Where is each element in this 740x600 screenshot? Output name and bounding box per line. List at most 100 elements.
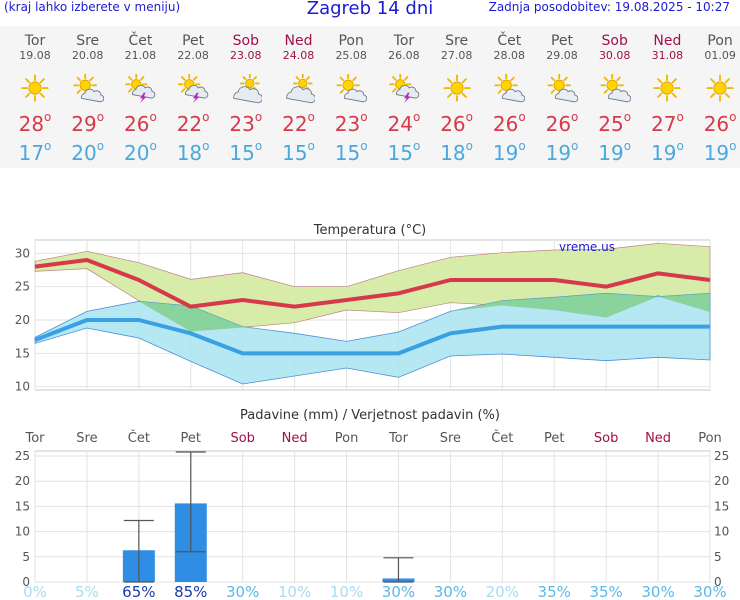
min-temp: 19o [545, 139, 579, 165]
day-date: 01.09 [704, 49, 736, 62]
precipitation-probability-label: 30% [641, 583, 674, 600]
day-date: 25.08 [335, 49, 367, 62]
day-name: Ned [284, 33, 313, 49]
day-date: 19.08 [19, 49, 51, 62]
day-date: 31.08 [651, 49, 684, 62]
max-temp: 22o [176, 110, 210, 136]
sun-icon [653, 74, 681, 102]
precipitation-probability-label: 30% [693, 583, 726, 600]
max-temp: 24o [387, 110, 421, 136]
precipitation-x-tick-label: Pet [181, 431, 201, 446]
day-date: 22.08 [177, 49, 209, 62]
partly-cloudy-icon [547, 74, 578, 103]
day-name: Tor [393, 33, 415, 49]
precipitation-x-tick-label: Pet [544, 431, 564, 446]
precipitation-y-tick-label-left: 25 [15, 449, 30, 463]
precipitation-probability-label: 5% [75, 583, 99, 600]
day-name: Čet [128, 33, 153, 49]
precipitation-x-tick-label: Sre [76, 431, 97, 446]
precipitation-y-tick-label-left: 0 [22, 575, 30, 589]
day-name: Čet [497, 33, 522, 49]
precipitation-x-tick-label: Ned [645, 431, 671, 446]
max-temp: 26o [440, 110, 473, 136]
precipitation-chart-title: Padavine (mm) / Verjetnost padavin (%) [240, 408, 500, 423]
sun-icon [706, 74, 734, 102]
temperature-y-tick-label: 25 [15, 280, 30, 294]
precipitation-x-tick-label: Sre [440, 431, 461, 446]
page-title: Zagreb 14 dni [306, 0, 434, 19]
day-date: 27.08 [440, 49, 473, 62]
min-temp: 15o [387, 139, 421, 165]
min-temp: 18o [440, 139, 473, 165]
day-name: Ned [653, 33, 682, 49]
day-date: 28.08 [493, 49, 526, 62]
min-temp: 17o [18, 139, 52, 165]
precipitation-probability-label: 30% [382, 583, 415, 600]
precipitation-x-tick-label: Sob [230, 431, 254, 446]
partly-cloudy-icon [494, 74, 526, 103]
min-temp: 20o [123, 139, 157, 165]
thunderstorm-sun-icon [178, 74, 209, 104]
max-temp: 27o [650, 110, 684, 136]
forecast-strip: Tor 19.08 28o 17o Sre 20.08 29o 20o Čet 21.08 26o 2… [0, 26, 740, 168]
precipitation-probability-label: 20% [486, 583, 519, 600]
precipitation-probability-label: 30% [434, 583, 467, 600]
sun-icon [21, 74, 49, 102]
precipitation-probability-label: 35% [538, 583, 571, 600]
day-name: Tor [24, 33, 46, 49]
precipitation-x-tick-label: Tor [24, 431, 45, 446]
precipitation-y-tick-label-left: 20 [15, 474, 30, 488]
max-temp: 22o [282, 110, 315, 136]
day-name: Pon [707, 33, 733, 49]
sun-icon [443, 74, 471, 102]
max-temp: 25o [598, 110, 632, 136]
last-update: Zadnja posodobitev: 19.08.2025 - 10:27 [488, 0, 730, 14]
precipitation-x-tick-label: Sob [594, 431, 618, 446]
min-temp: 15o [334, 139, 368, 165]
max-temp: 26o [123, 110, 157, 136]
partly-cloudy-icon [600, 74, 631, 103]
thunderstorm-sun-icon [125, 74, 156, 104]
precipitation-probability-label: 10% [278, 583, 311, 600]
temperature-chart-title: Temperatura (°C) [313, 223, 426, 238]
watermark-label: vreme.us [559, 240, 615, 254]
temperature-y-tick-label: 15 [15, 346, 30, 360]
partly-cloudy-icon [73, 74, 104, 103]
day-name: Sob [601, 33, 628, 49]
precipitation-probability-label: 65% [122, 583, 155, 600]
day-name: Pet [182, 33, 205, 49]
min-temp: 15o [229, 139, 263, 165]
precipitation-y-tick-label-left: 10 [15, 525, 30, 539]
max-temp: 29o [71, 110, 105, 136]
menu-hint[interactable]: (kraj lahko izberete v meniju) [4, 0, 181, 14]
thunderstorm-sun-icon [388, 74, 420, 104]
precipitation-probability-label: 10% [330, 583, 363, 600]
max-temp: 26o [545, 110, 579, 136]
precipitation-y-tick-label-right: 25 [714, 449, 729, 463]
day-date: 23.08 [230, 49, 262, 62]
day-date: 20.08 [71, 49, 104, 62]
temperature-y-tick-label: 20 [15, 313, 30, 327]
precipitation-x-tick-label: Ned [282, 431, 308, 446]
day-name: Sre [76, 33, 100, 49]
precipitation-y-tick-label-right: 10 [714, 525, 729, 539]
day-date: 24.08 [282, 49, 315, 62]
day-name: Pet [550, 33, 574, 49]
day-date: 26.08 [388, 49, 420, 62]
day-name: Sob [232, 33, 259, 49]
temperature-y-tick-label: 30 [15, 246, 30, 260]
precipitation-y-tick-label-right: 5 [714, 550, 722, 564]
min-temp: 19o [598, 139, 632, 165]
mostly-cloudy-icon [285, 74, 315, 104]
precipitation-y-tick-label-right: 0 [714, 575, 722, 589]
min-temp-line [34, 318, 710, 356]
partly-cloudy-icon [336, 74, 368, 103]
precipitation-x-tick-label: Tor [388, 431, 409, 446]
top-bar: (kraj lahko izberete v meniju) Zagreb 14… [0, 0, 740, 26]
precipitation-x-tick-label: Pon [698, 431, 722, 446]
min-temp: 18o [176, 139, 210, 165]
max-temp-line [34, 258, 711, 309]
precipitation-y-tick-label-right: 15 [714, 499, 729, 513]
max-temp: 26o [492, 110, 526, 136]
